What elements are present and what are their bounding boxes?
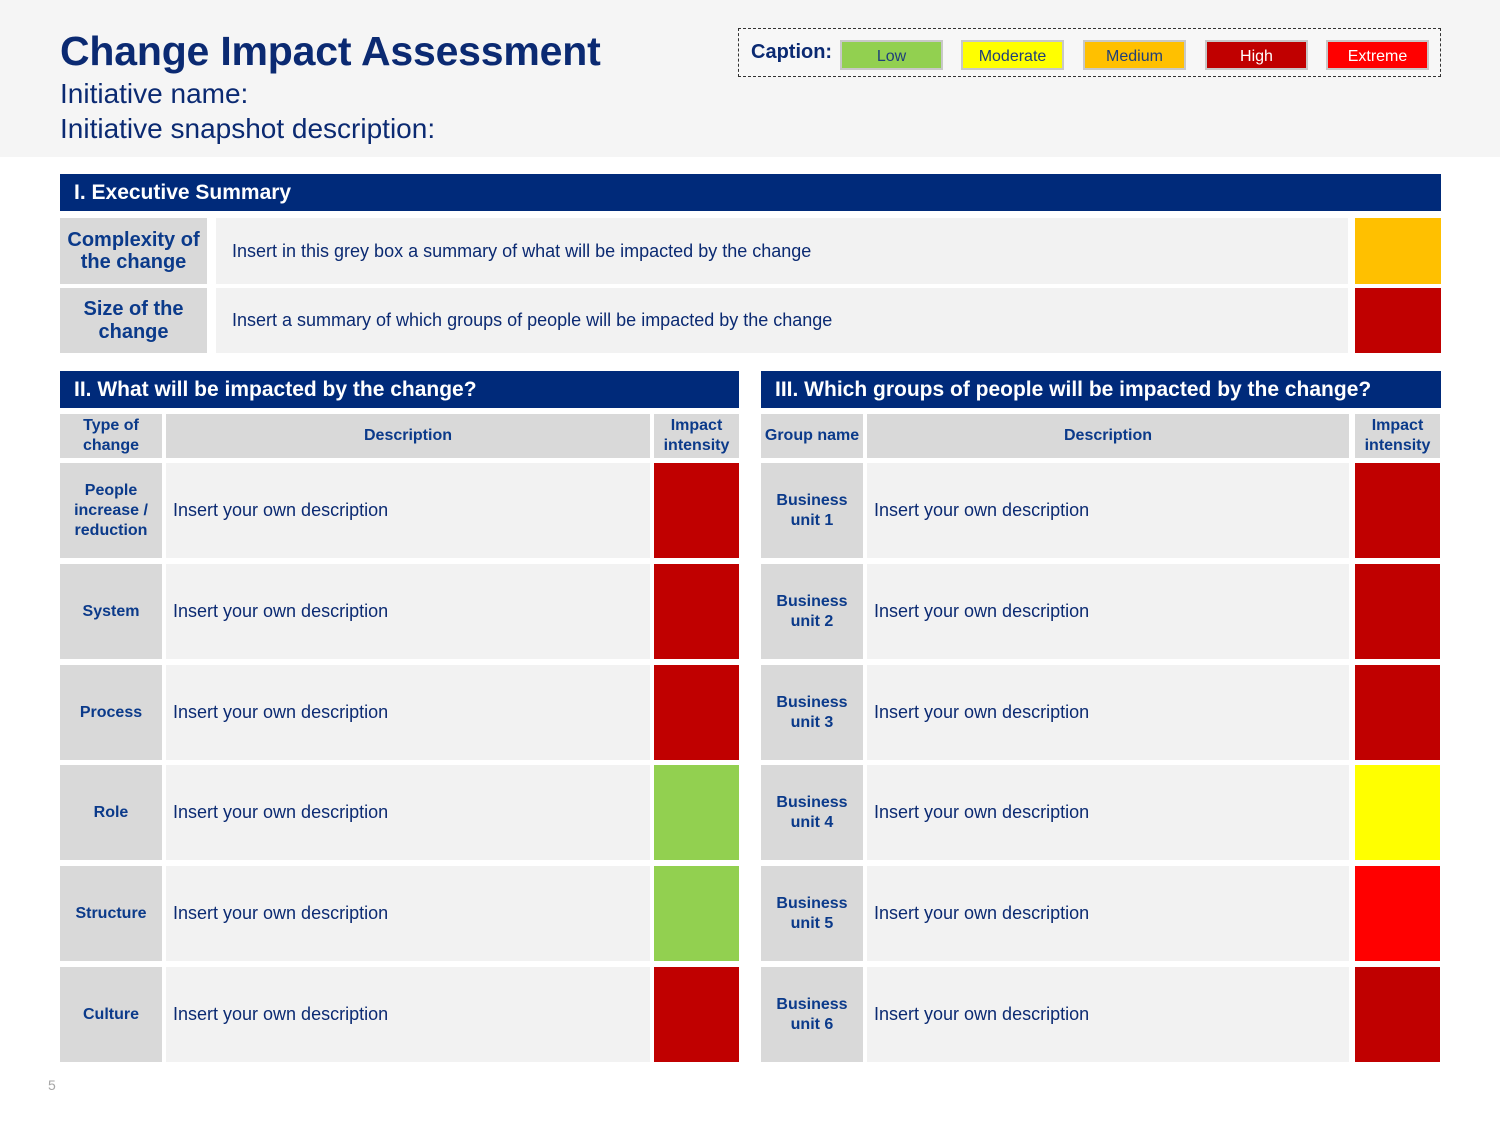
what-impacted-row-label: System	[60, 564, 162, 659]
column-header-intensity: Impact intensity	[654, 414, 739, 458]
group-impacted-row-description: Insert your own description	[867, 765, 1349, 860]
legend-high: High	[1205, 40, 1308, 70]
what-impacted-row-label: Role	[60, 765, 162, 860]
group-impacted-row-label: Business unit 5	[761, 866, 863, 961]
group-impacted-row-description: Insert your own description	[867, 967, 1349, 1062]
what-impacted-row-description: Insert your own description	[166, 463, 650, 558]
what-impacted-row-label: Structure	[60, 866, 162, 961]
exec-row-label: Size of the change	[60, 288, 207, 353]
what-impacted-row-description: Insert your own description	[166, 866, 650, 961]
column-header-intensity: Impact intensity	[1355, 414, 1440, 458]
group-impacted-row-intensity	[1355, 765, 1440, 860]
what-impacted-row-description: Insert your own description	[166, 765, 650, 860]
group-impacted-row-description: Insert your own description	[867, 665, 1349, 760]
legend-medium: Medium	[1083, 40, 1186, 70]
group-impacted-row-description: Insert your own description	[867, 564, 1349, 659]
what-impacted-row-description: Insert your own description	[166, 665, 650, 760]
initiative-name-label: Initiative name:	[60, 78, 249, 109]
page-number: 5	[48, 1077, 56, 1093]
group-impacted-row-intensity	[1355, 665, 1440, 760]
what-impacted-row-intensity	[654, 564, 739, 659]
legend-low: Low	[840, 40, 943, 70]
what-impacted-row-intensity	[654, 765, 739, 860]
what-impacted-row-intensity	[654, 463, 739, 558]
group-impacted-row-intensity	[1355, 866, 1440, 961]
initiative-snapshot-label: Initiative snapshot description:	[60, 113, 436, 144]
what-impacted-row-label: Culture	[60, 967, 162, 1062]
group-impacted-row-intensity	[1355, 564, 1440, 659]
header-band	[0, 0, 1500, 157]
column-header-group: Group name	[761, 414, 863, 458]
exec-row-intensity	[1355, 288, 1441, 353]
caption-legend: Caption: Low Moderate Medium High Extrem…	[738, 28, 1441, 77]
what-impacted-row-intensity	[654, 866, 739, 961]
group-impacted-row-label: Business unit 3	[761, 665, 863, 760]
group-impacted-row-label: Business unit 2	[761, 564, 863, 659]
groups-impacted-header: III. Which groups of people will be impa…	[761, 371, 1441, 408]
what-impacted-row-label: Process	[60, 665, 162, 760]
what-impacted-row-intensity	[654, 665, 739, 760]
exec-row-description: Insert in this grey box a summary of wha…	[216, 218, 1348, 284]
exec-row-description: Insert a summary of which groups of peop…	[216, 288, 1348, 353]
column-header-description: Description	[166, 414, 650, 458]
page-title: Change Impact Assessment	[60, 28, 601, 74]
caption-label: Caption:	[751, 41, 833, 63]
group-impacted-row-label: Business unit 1	[761, 463, 863, 558]
legend-moderate: Moderate	[961, 40, 1064, 70]
what-impacted-row-label: People increase / reduction	[60, 463, 162, 558]
group-impacted-row-label: Business unit 4	[761, 765, 863, 860]
what-impacted-row-description: Insert your own description	[166, 564, 650, 659]
column-header-type: Type of change	[60, 414, 162, 458]
column-header-description: Description	[867, 414, 1349, 458]
what-impacted-header: II. What will be impacted by the change?	[60, 371, 739, 408]
group-impacted-row-label: Business unit 6	[761, 967, 863, 1062]
group-impacted-row-intensity	[1355, 463, 1440, 558]
exec-row-label: Complexity of the change	[60, 218, 207, 284]
group-impacted-row-description: Insert your own description	[867, 866, 1349, 961]
exec-row-intensity	[1355, 218, 1441, 284]
what-impacted-row-description: Insert your own description	[166, 967, 650, 1062]
group-impacted-row-description: Insert your own description	[867, 463, 1349, 558]
executive-summary-header: I. Executive Summary	[60, 174, 1441, 211]
legend-extreme: Extreme	[1326, 40, 1429, 70]
group-impacted-row-intensity	[1355, 967, 1440, 1062]
what-impacted-row-intensity	[654, 967, 739, 1062]
